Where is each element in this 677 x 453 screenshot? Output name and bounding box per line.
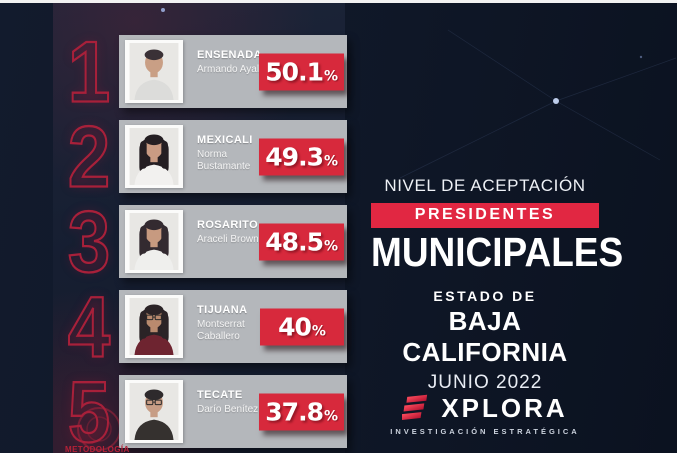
city-label: ENSENADA xyxy=(197,49,262,61)
approval-percentage: 37.8 xyxy=(265,397,324,426)
ranking-card: ROSARITO Araceli Brown 48.5% xyxy=(119,205,347,278)
ranking-row-4: 4 TIJUANA xyxy=(0,278,677,376)
candidate-name: Araceli Brown xyxy=(197,234,259,245)
methodology-footnote: METODOLOGÍA xyxy=(65,445,130,453)
candidate-name: Armando Ayala xyxy=(197,64,265,75)
ranking-row-2: 2 MEXICALI xyxy=(0,108,677,206)
rank-number: 3 xyxy=(67,193,111,291)
ranking-row-5: 5 TECATE xyxy=(0,363,677,453)
person-silhouette-icon xyxy=(129,43,179,100)
approval-percentage: 40 xyxy=(278,312,312,341)
xplora-logo: XPLORA INVESTIGACIÓN ESTRATÉGICA xyxy=(371,393,599,436)
approval-percentage: 48.5 xyxy=(265,227,324,256)
xplora-logo-icon xyxy=(402,394,428,420)
city-label: TIJUANA xyxy=(197,304,248,316)
city-label: MEXICALI xyxy=(197,134,253,146)
ranking-row-1: 1 ENSENADA xyxy=(0,23,677,121)
ranking-row-3: 3 ROSARITO xyxy=(0,193,677,291)
approval-badge: 37.8% xyxy=(259,393,344,430)
ranking-card: TIJUANA Montserrat Caballero 40% xyxy=(119,290,347,363)
person-silhouette-icon xyxy=(129,213,179,270)
candidate-photo xyxy=(125,210,183,273)
candidate-photo xyxy=(125,380,183,443)
acceptance-level-label: NIVEL DE ACEPTACIÓN xyxy=(384,176,586,195)
approval-badge: 50.1% xyxy=(259,53,344,90)
percent-sign: % xyxy=(323,68,338,84)
city-label: TECATE xyxy=(197,389,243,401)
rank-number: 4 xyxy=(67,278,111,376)
presidentes-banner: PRESIDENTES xyxy=(371,203,599,228)
percent-sign: % xyxy=(323,153,338,169)
ranking-card: TECATE Darío Benítez 37.8% xyxy=(119,375,347,448)
approval-badge: 49.3% xyxy=(259,138,344,175)
rank-number: 1 xyxy=(67,23,111,121)
candidate-name: Norma Bustamante xyxy=(197,149,251,172)
person-silhouette-icon xyxy=(129,298,179,355)
date-label: JUNIO 2022 xyxy=(427,371,543,393)
ranking-card: MEXICALI Norma Bustamante 49.3% xyxy=(119,120,347,193)
candidate-photo xyxy=(125,125,183,188)
percent-sign: % xyxy=(323,238,338,254)
rank-number: 5 xyxy=(67,363,111,453)
candidate-name: Darío Benítez xyxy=(197,404,259,415)
person-silhouette-icon xyxy=(129,128,179,185)
approval-badge: 40% xyxy=(260,308,344,345)
approval-percentage: 49.3 xyxy=(265,142,324,171)
state-name-heading: BAJA CALIFORNIA xyxy=(402,305,568,367)
title-block: NIVEL DE ACEPTACIÓN PRESIDENTES MUNICIPA… xyxy=(371,176,624,394)
percent-sign: % xyxy=(311,323,326,339)
approval-badge: 48.5% xyxy=(259,223,344,260)
percent-sign: % xyxy=(323,408,338,424)
approval-percentage: 50.1 xyxy=(265,57,324,86)
city-label: ROSARITO xyxy=(197,219,259,231)
estado-de-label: ESTADO DE xyxy=(433,287,537,304)
municipales-heading: MUNICIPALES xyxy=(371,229,624,275)
person-silhouette-icon xyxy=(129,383,179,440)
ranking-card: ENSENADA Armando Ayala 50.1% xyxy=(119,35,347,108)
brand-tagline: INVESTIGACIÓN ESTRATÉGICA xyxy=(390,427,580,436)
candidate-name: Montserrat Caballero xyxy=(197,319,245,342)
top-edge-strip xyxy=(0,0,677,3)
candidate-photo xyxy=(125,40,183,103)
candidate-photo xyxy=(125,295,183,358)
rank-number: 2 xyxy=(67,108,111,206)
brand-name: XPLORA xyxy=(441,393,568,423)
